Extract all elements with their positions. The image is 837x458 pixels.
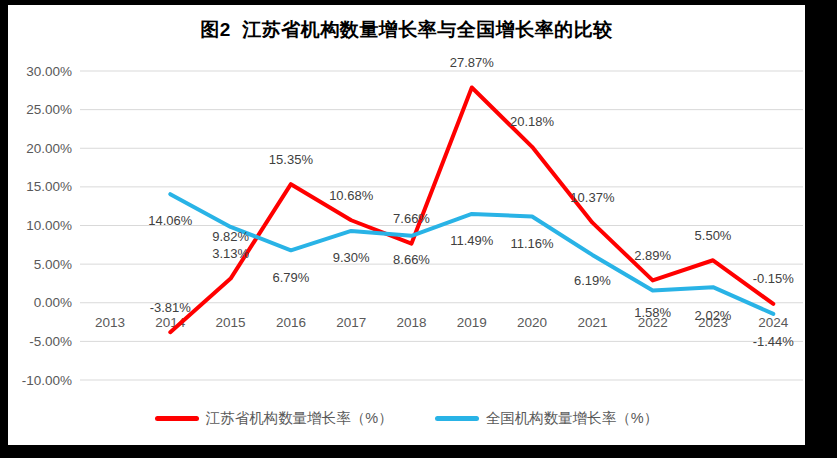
y-axis-tick-label: 5.00%	[34, 257, 72, 272]
data-label-national: 9.82%	[212, 229, 249, 244]
data-label-jiangsu: 10.68%	[329, 188, 374, 203]
x-axis-tick-label: 2013	[95, 315, 125, 330]
data-label-national: 9.30%	[333, 250, 370, 265]
data-label-jiangsu: 15.35%	[269, 152, 314, 167]
x-axis-tick-label: 2021	[577, 315, 607, 330]
screenshot-frame: 图2 江苏省机构数量增长率与全国增长率的比较 30.00%25.00%20.00…	[0, 0, 837, 458]
legend-item-national: 全国机构数量增长率（%）	[435, 409, 658, 428]
x-axis-tick-label: 2017	[336, 315, 366, 330]
data-label-national: -1.44%	[753, 334, 795, 349]
series-line-national	[170, 194, 773, 314]
data-label-jiangsu: 27.87%	[450, 55, 495, 70]
x-axis-tick-label: 2019	[457, 315, 487, 330]
y-axis-tick-label: -5.00%	[29, 334, 72, 349]
data-label-jiangsu: 2.89%	[634, 248, 671, 263]
y-axis-tick-label: 25.00%	[26, 102, 72, 117]
legend-line-swatch-jiangsu	[155, 416, 199, 421]
chart-legend: 江苏省机构数量增长率（%） 全国机构数量增长率（%）	[8, 409, 805, 428]
chart-panel: 图2 江苏省机构数量增长率与全国增长率的比较 30.00%25.00%20.00…	[8, 5, 805, 445]
series-line-jiangsu	[170, 87, 773, 332]
data-label-national: 1.58%	[634, 305, 671, 320]
y-axis-tick-label: 20.00%	[26, 141, 72, 156]
data-label-national: 11.16%	[511, 236, 555, 251]
y-axis-tick-label: -10.00%	[22, 373, 72, 388]
data-label-national: 6.79%	[272, 270, 309, 285]
y-axis-tick-label: 30.00%	[26, 64, 72, 79]
data-label-jiangsu: 3.13%	[212, 246, 249, 261]
x-axis-tick-label: 2016	[276, 315, 306, 330]
y-axis-tick-label: 15.00%	[26, 179, 72, 194]
legend-label-jiangsu: 江苏省机构数量增长率（%）	[206, 409, 393, 428]
y-axis-tick-label: 0.00%	[34, 295, 72, 310]
data-label-national: 11.49%	[450, 233, 494, 248]
legend-item-jiangsu: 江苏省机构数量增长率（%）	[155, 409, 393, 428]
legend-label-national: 全国机构数量增长率（%）	[486, 409, 658, 428]
line-chart-plot: 30.00% 25.00% 20.00% 15.00% 10.00% 5.00% 0.00%…	[8, 5, 805, 445]
y-axis-tick-label: 10.00%	[26, 218, 72, 233]
data-label-national: 8.66%	[393, 252, 430, 267]
data-label-national: 6.19%	[574, 273, 611, 288]
x-axis-tick-label: 2015	[216, 315, 246, 330]
data-label-national: 2.02%	[695, 308, 732, 323]
x-axis-tick-label: 2018	[396, 315, 426, 330]
data-label-jiangsu: 20.18%	[510, 114, 555, 129]
x-axis-tick-label: 2020	[517, 315, 547, 330]
x-axis-tick-label: 2024	[758, 315, 789, 330]
data-label-jiangsu: 7.66%	[393, 211, 430, 226]
data-label-national: 14.06%	[148, 213, 193, 228]
legend-line-swatch-national	[435, 416, 479, 421]
data-label-jiangsu: 10.37%	[570, 190, 615, 205]
data-label-jiangsu: -3.81%	[150, 300, 192, 315]
data-label-jiangsu: 5.50%	[695, 228, 732, 243]
data-label-jiangsu: -0.15%	[753, 271, 795, 286]
